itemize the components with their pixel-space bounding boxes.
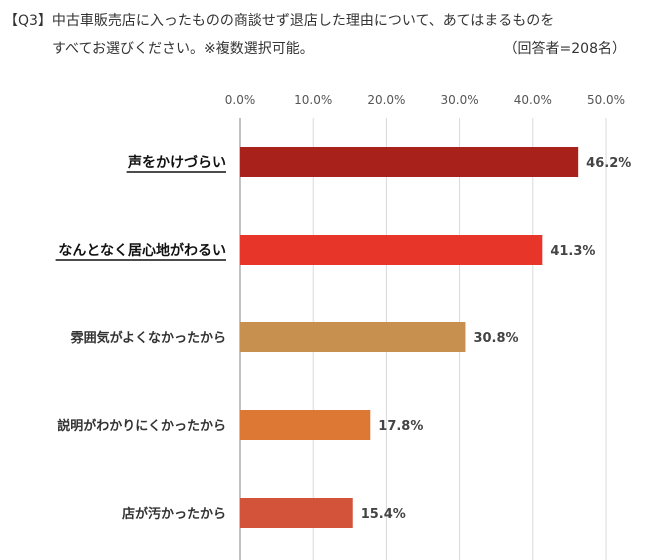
category-label: なんとなく居心地がわるい xyxy=(58,242,226,259)
data-label: 30.8% xyxy=(473,331,518,346)
data-label: 17.8% xyxy=(378,419,423,434)
category-label: 雰囲気がよくなかったから xyxy=(71,330,226,346)
x-tick-label: 40.0% xyxy=(514,93,552,107)
x-tick-label: 10.0% xyxy=(294,93,332,107)
bar xyxy=(240,410,371,440)
x-tick-label: 30.0% xyxy=(441,93,479,107)
question-line-2: すべてお選びください。※複数選択可能。 xyxy=(52,41,314,57)
category-label: 説明がわかりにくかったから xyxy=(57,418,226,434)
data-label: 46.2% xyxy=(586,156,631,171)
bar xyxy=(240,147,579,177)
question-line-1: 【Q3】中古車販売店に入ったものの商談せず退店した理由について、あてはまるものを xyxy=(4,13,555,29)
data-label: 15.4% xyxy=(361,507,406,522)
category-label: 店が汚かったから xyxy=(122,506,226,522)
category-label: 声をかけづらい xyxy=(127,154,226,171)
bar xyxy=(240,498,353,528)
respondent-count: （回答者=208名） xyxy=(503,41,626,57)
x-tick-label: 0.0% xyxy=(225,93,256,107)
data-label: 41.3% xyxy=(550,244,595,259)
x-tick-label: 20.0% xyxy=(367,93,405,107)
bar xyxy=(240,322,466,352)
bar xyxy=(240,235,543,265)
x-tick-label: 50.0% xyxy=(587,93,625,107)
